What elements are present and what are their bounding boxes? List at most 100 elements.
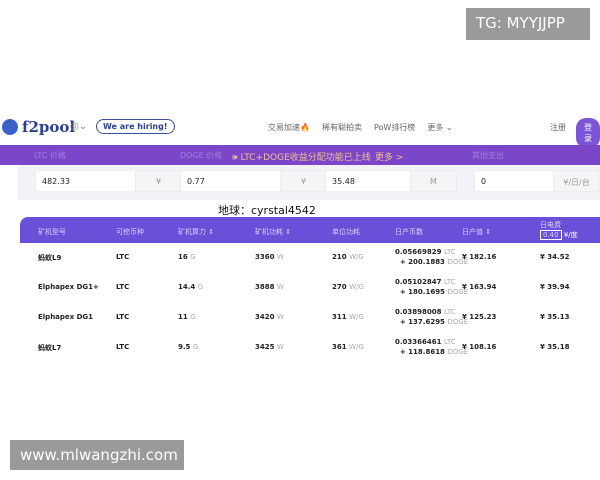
table-row: Elphapex DG1 LTC 11 G 3420 W 311 W/G 0.0… <box>20 303 600 333</box>
cell-power: 3420 W <box>255 313 284 321</box>
cell-coin: LTC <box>116 283 130 291</box>
unit: LTC <box>443 278 456 286</box>
col-power[interactable]: 矿机功耗 ⇕ <box>255 228 292 236</box>
cell-efficiency: 210 W/G <box>332 253 364 261</box>
cell-daily-coins: 0.05102847 LTC + 180.1695 DOGE <box>395 277 468 297</box>
input-unit: M <box>410 171 456 191</box>
cell-efficiency: 361 W/G <box>332 343 364 351</box>
fee-rate-input[interactable]: 0.40 <box>540 230 562 240</box>
ltc: 0.05102847 <box>395 278 442 286</box>
cell-daily-value: ¥ 163.94 <box>462 283 497 291</box>
other-cost-input[interactable]: 0 ¥/日/台 <box>474 170 600 192</box>
cell-electric-fee: ¥ 35.13 <box>540 313 570 321</box>
logo-icon <box>2 119 18 135</box>
doge: + 180.1695 <box>399 288 445 296</box>
table-row: 蚂蚁L9 LTC 16 G 3360 W 210 W/G 0.05669829 … <box>20 243 600 273</box>
v: 14.4 <box>178 283 196 291</box>
cell-hashrate: 14.4 G <box>178 283 203 291</box>
cell-hashrate: 16 G <box>178 253 196 261</box>
col-electric-fee: 日电费 0.40 ¥/度 <box>540 220 578 240</box>
cell-hashrate: 11 G <box>178 313 196 321</box>
cell-daily-value: ¥ 182.16 <box>462 253 497 261</box>
cell-model: Elphapex DG1 <box>38 313 94 321</box>
cell-daily-coins: 0.03366461 LTC + 118.8618 DOGE <box>395 337 468 357</box>
top-nav: f2pool ◎⌄ We are hiring! 交易加速🔥 稀有聪拍卖 PoW… <box>0 114 600 148</box>
logo[interactable]: f2pool <box>2 118 75 136</box>
v: 16 <box>178 253 188 261</box>
unit: G <box>190 313 196 321</box>
fee-label: 日电费 <box>540 221 561 229</box>
cell-efficiency: 311 W/G <box>332 313 364 321</box>
notice-text[interactable]: 🕪 LTC+DOGE收益分配功能已上线 <box>232 153 371 163</box>
unit: W/G <box>349 283 364 291</box>
unit: W <box>276 253 284 261</box>
unit: DOGE <box>447 288 469 296</box>
register-link[interactable]: 注册 <box>550 123 566 132</box>
v: 3420 <box>255 313 275 321</box>
notice-banner: LTC 价格 DOGE 价格 🕪 LTC+DOGE收益分配功能已上线 更多 > … <box>0 145 600 165</box>
unit: DOGE <box>447 348 469 356</box>
input-value[interactable]: 0 <box>481 177 487 186</box>
cell-model: 蚂蚁L9 <box>38 254 62 262</box>
input-value[interactable]: 0.77 <box>187 177 205 186</box>
fee-unit: ¥/度 <box>563 231 578 239</box>
cell-model: Elphapex DG1+ <box>38 283 99 291</box>
cell-coin: LTC <box>116 343 130 351</box>
table-header: 矿机型号 可挖币种 矿机算力 ⇕ 矿机功耗 ⇕ 单位功耗 日产币数 日产值 ⇕ … <box>20 217 600 243</box>
cell-electric-fee: ¥ 34.52 <box>540 253 570 261</box>
hiring-button[interactable]: We are hiring! <box>96 119 175 134</box>
cell-hashrate: 9.5 G <box>178 343 198 351</box>
input-unit: ¥ <box>135 171 181 191</box>
doge-price-label: DOGE 价格 <box>180 151 223 160</box>
table-row: 蚂蚁L7 LTC 9.5 G 3425 W 361 W/G 0.03366461… <box>20 333 600 363</box>
watermark-top: TG: MYYJJPP <box>466 8 590 40</box>
input-unit: ¥ <box>280 171 326 191</box>
menu-item-rare-sats[interactable]: 稀有聪拍卖 <box>321 123 362 132</box>
menu-item-tx-accelerate[interactable]: 交易加速🔥 <box>268 123 310 132</box>
col-daily-coins: 日产币数 <box>395 228 423 236</box>
cell-daily-value: ¥ 125.23 <box>462 313 497 321</box>
unit: G <box>190 253 196 261</box>
unit: W <box>276 283 284 291</box>
cell-model: 蚂蚁L7 <box>38 344 62 352</box>
v: 3360 <box>255 253 275 261</box>
login-button[interactable]: 登录 <box>576 118 600 148</box>
doge: + 137.6295 <box>399 318 445 326</box>
input-value[interactable]: 35.48 <box>332 177 355 186</box>
ltc: 0.05669829 <box>395 248 442 256</box>
other-cost-label: 其他支出 <box>472 151 504 160</box>
col-daily-value[interactable]: 日产值 ⇕ <box>462 228 492 236</box>
unit: W/G <box>349 343 364 351</box>
cell-daily-value: ¥ 108.16 <box>462 343 497 351</box>
col-efficiency: 单位功耗 <box>332 228 360 236</box>
cell-power: 3425 W <box>255 343 284 351</box>
col-model: 矿机型号 <box>38 228 66 236</box>
v: 210 <box>332 253 347 261</box>
cell-coin: LTC <box>116 253 130 261</box>
watermark-bottom: www.mlwangzhi.com <box>10 440 184 470</box>
menu-item-pow-rank[interactable]: PoW排行榜 <box>373 123 416 132</box>
menu-item-more[interactable]: 更多 ⌄ <box>427 123 453 132</box>
cell-daily-coins: 0.03898008 LTC + 137.6295 DOGE <box>395 307 468 327</box>
v: 3888 <box>255 283 275 291</box>
notice-more-link[interactable]: 更多 > <box>375 153 404 163</box>
input-value[interactable]: 482.33 <box>42 177 70 186</box>
ltc-price-input[interactable]: 482.33 ¥ <box>35 170 182 192</box>
cell-efficiency: 270 W/G <box>332 283 364 291</box>
unit: LTC <box>443 338 456 346</box>
logo-text: f2pool <box>22 118 76 136</box>
ltc-price-label: LTC 价格 <box>34 151 66 160</box>
cell-electric-fee: ¥ 39.94 <box>540 283 570 291</box>
v: 270 <box>332 283 347 291</box>
cell-daily-coins: 0.05669829 LTC + 200.1883 DOGE <box>395 247 468 267</box>
col-hashrate[interactable]: 矿机算力 ⇕ <box>178 228 215 236</box>
miner-table: 矿机型号 可挖币种 矿机算力 ⇕ 矿机功耗 ⇕ 单位功耗 日产币数 日产值 ⇕ … <box>20 217 600 365</box>
unit: DOGE <box>447 258 469 266</box>
unit: W/G <box>349 313 364 321</box>
hashrate-input[interactable]: 35.48 M <box>325 170 457 192</box>
doge-price-input[interactable]: 0.77 ¥ <box>180 170 327 192</box>
language-globe-icon[interactable]: ◎⌄ <box>70 121 88 132</box>
cell-electric-fee: ¥ 35.18 <box>540 343 570 351</box>
v: 361 <box>332 343 347 351</box>
doge: + 118.8618 <box>399 348 445 356</box>
